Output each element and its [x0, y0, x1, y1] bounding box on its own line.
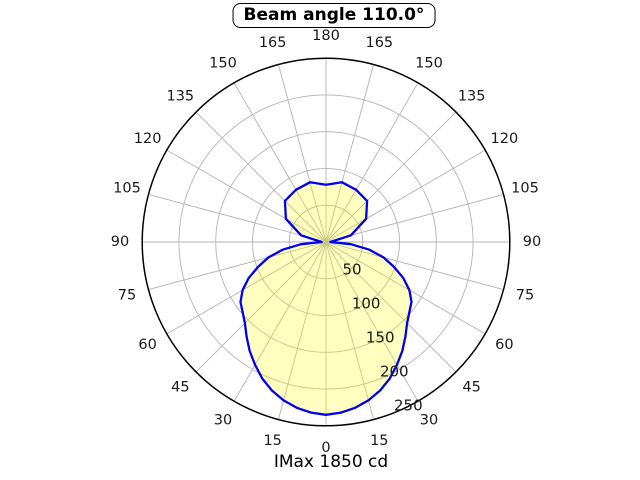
radial-tick-label: 200 — [380, 362, 409, 380]
angle-label: 120 — [491, 131, 519, 147]
polar-grid-spoke — [325, 241, 419, 402]
radial-tick-label: 100 — [352, 294, 381, 312]
polar-grid-spoke — [233, 82, 327, 243]
angle-label: 75 — [118, 287, 136, 303]
angle-label: 45 — [462, 380, 480, 396]
polar-grid-spoke — [325, 241, 504, 291]
polar-grid-spoke — [325, 241, 486, 335]
angle-label: 30 — [214, 412, 232, 428]
polar-grid-spoke — [325, 82, 419, 243]
polar-grid-circle — [288, 204, 364, 280]
polar-grid-spoke — [148, 193, 327, 243]
angle-label: 105 — [113, 181, 141, 197]
polar-grid-spoke — [325, 111, 457, 243]
polar-grid-spoke — [325, 241, 457, 373]
polar-grid-spoke — [325, 149, 486, 243]
polar-grid-spoke — [325, 64, 375, 243]
angle-label: 0 — [321, 440, 330, 456]
angle-label: 60 — [495, 337, 513, 353]
angle-label: 45 — [171, 380, 189, 396]
angle-label: 105 — [511, 181, 539, 197]
angle-label: 30 — [420, 412, 438, 428]
angle-label: 180 — [312, 28, 340, 44]
polar-grid-circle — [215, 131, 437, 353]
angle-label: 150 — [209, 56, 237, 72]
polar-grid-circle — [252, 168, 400, 316]
polar-grid-spoke — [195, 241, 327, 373]
polar-grid-spoke — [325, 193, 504, 243]
radial-tick-label: 50 — [343, 260, 362, 278]
angle-label: 120 — [134, 131, 162, 147]
polar-grid-spoke — [148, 241, 327, 291]
angle-label: 15 — [370, 433, 388, 449]
angle-label: 165 — [259, 35, 287, 51]
angle-label: 165 — [365, 35, 393, 51]
imax-caption: IMax 1850 cd — [273, 452, 389, 472]
chart-title-box: Beam angle 110.0° — [232, 3, 436, 28]
angle-label: 90 — [111, 234, 129, 250]
polar-grid-spoke — [325, 241, 375, 420]
angle-label: 150 — [415, 56, 443, 72]
beam-curve — [239, 181, 413, 416]
angle-label: 135 — [166, 88, 194, 104]
radial-tick-label: 250 — [394, 396, 423, 414]
chart-title: Beam angle 110.0° — [243, 5, 425, 25]
polar-grid-spoke — [277, 241, 327, 420]
polar-grid-spoke — [166, 149, 327, 243]
angle-label: 60 — [138, 337, 156, 353]
polar-grid-spoke — [277, 64, 327, 243]
radial-tick-label: 150 — [366, 328, 395, 346]
polar-grid-spoke — [233, 241, 327, 402]
polar-grid-circle — [178, 94, 474, 390]
angle-label: 15 — [263, 433, 281, 449]
polar-grid-spoke — [166, 241, 327, 335]
angle-label: 135 — [458, 88, 486, 104]
angle-label: 75 — [516, 287, 534, 303]
angle-label: 90 — [523, 234, 541, 250]
outer-ring — [141, 57, 511, 427]
polar-grid-spoke — [195, 111, 327, 243]
